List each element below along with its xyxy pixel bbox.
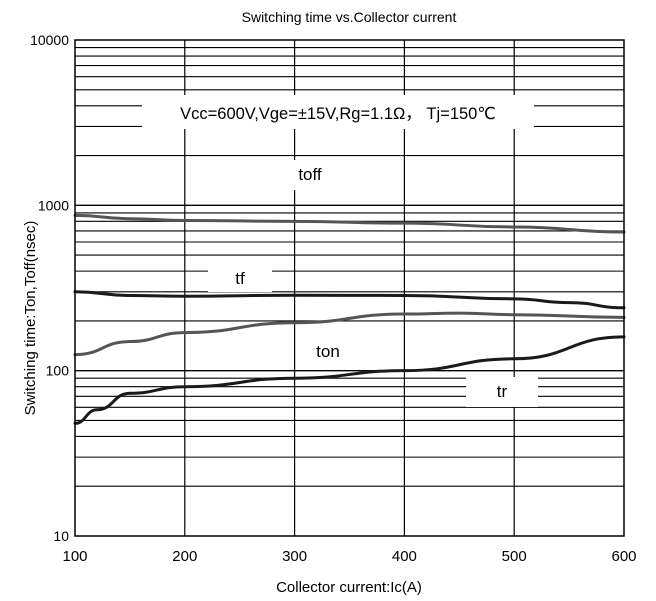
series-lines: [73, 213, 626, 425]
x-tick-labels: 100 200 300 400 500 600: [62, 548, 636, 565]
plot-area-border: [74, 39, 625, 537]
series-label-background: [208, 266, 272, 292]
x-tick-label: 300: [282, 548, 307, 565]
x-tick-label: 600: [611, 548, 636, 565]
y-tick-label: 10: [53, 528, 69, 544]
series-label-toff: toff: [298, 165, 322, 184]
series-line-tr: [73, 335, 626, 425]
series-label-tr: tr: [497, 382, 508, 401]
series-label-backgrounds: [208, 160, 538, 407]
series-label-background: [300, 340, 356, 364]
chart-title: Switching time vs.Collector current: [242, 9, 457, 25]
series-line-toff: [73, 213, 626, 234]
y-tick-label: 1000: [38, 197, 69, 213]
x-axis-label: Collector current:Ic(A): [276, 579, 422, 596]
series-line-ton: [73, 311, 626, 357]
y-tick-labels: 10 100 1000 10000: [30, 32, 69, 544]
series-labels: toff tf ton tr: [235, 165, 507, 401]
series-label-ton: ton: [316, 342, 340, 361]
series-line-tf: [73, 290, 626, 310]
condition-background: [142, 95, 534, 129]
condition-text: Vcc=600V,Vge=±15V,Rg=1.1Ω， Tj=150℃: [180, 105, 496, 123]
x-tick-label: 200: [172, 548, 197, 565]
y-axis-label: Switching time:Ton,Toff(nsec): [22, 221, 39, 416]
y-tick-label: 10000: [30, 32, 69, 48]
x-tick-label: 500: [502, 548, 527, 565]
series-label-tf: tf: [235, 269, 245, 288]
x-tick-label: 100: [62, 548, 87, 565]
series-label-background: [466, 377, 538, 407]
series-label-background: [281, 160, 339, 190]
x-tick-label: 400: [392, 548, 417, 565]
y-tick-label: 100: [46, 363, 70, 379]
